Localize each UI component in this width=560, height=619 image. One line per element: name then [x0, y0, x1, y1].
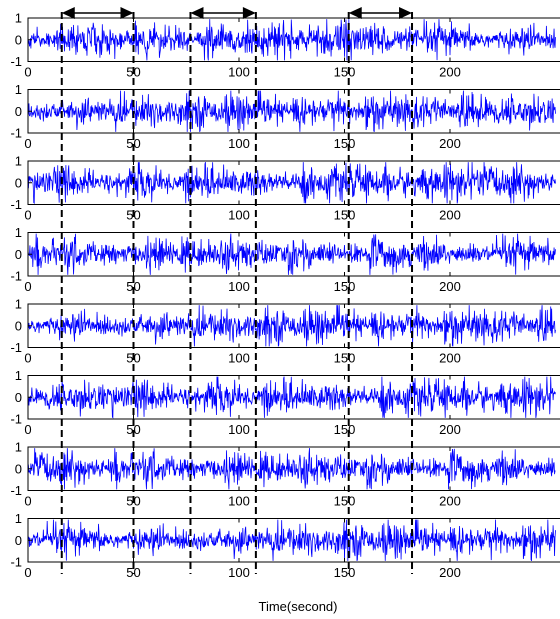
x-tick-label: 0 [24, 422, 31, 437]
y-tick-label: 0 [15, 533, 22, 548]
y-tick-label: -1 [10, 483, 22, 498]
x-tick-label: 50 [126, 422, 140, 437]
y-tick-label: -1 [10, 269, 22, 284]
y-tick-label: 1 [15, 82, 22, 97]
x-tick-label: 150 [334, 565, 356, 580]
x-tick-label: 100 [228, 422, 250, 437]
y-tick-label: 1 [15, 11, 22, 26]
x-tick-label: 100 [228, 351, 250, 366]
y-tick-label: -1 [10, 54, 22, 69]
x-tick-label: 100 [228, 565, 250, 580]
x-tick-label: 100 [228, 65, 250, 80]
y-tick-label: -1 [10, 197, 22, 212]
y-tick-label: 0 [15, 104, 22, 119]
x-tick-label: 0 [24, 494, 31, 509]
x-tick-label: 100 [228, 136, 250, 151]
arrow-head-right [399, 7, 413, 19]
x-tick-label: 0 [24, 565, 31, 580]
signal-line [27, 448, 556, 490]
x-tick-label: 150 [334, 65, 356, 80]
arrow-head-left [190, 7, 204, 19]
x-tick-label: 100 [228, 208, 250, 223]
y-tick-label: 1 [15, 368, 22, 383]
signal-line [27, 161, 556, 205]
x-tick-label: 200 [439, 565, 461, 580]
x-tick-label: 150 [334, 351, 356, 366]
arrow-head-right [120, 7, 134, 19]
y-tick-label: 0 [15, 175, 22, 190]
x-tick-label: 200 [439, 208, 461, 223]
x-tick-label: 200 [439, 422, 461, 437]
signal-line [27, 519, 556, 562]
x-tick-label: 150 [334, 136, 356, 151]
panel-frame [27, 375, 560, 420]
signal-line [27, 90, 556, 133]
y-tick-label: 1 [15, 297, 22, 312]
x-tick-label: 100 [228, 279, 250, 294]
x-tick-label: 200 [439, 494, 461, 509]
y-tick-label: -1 [10, 555, 22, 570]
x-tick-label: 0 [24, 136, 31, 151]
x-tick-label: 0 [24, 65, 31, 80]
interval-arrow [348, 7, 413, 19]
x-tick-label: 0 [24, 279, 31, 294]
x-tick-label: 150 [334, 279, 356, 294]
x-tick-label: 200 [439, 136, 461, 151]
arrow-head-left [348, 7, 362, 19]
y-tick-label: 0 [15, 32, 22, 47]
y-tick-label: 1 [15, 511, 22, 526]
y-tick-label: 1 [15, 225, 22, 240]
y-tick-label: 0 [15, 461, 22, 476]
x-tick-label: 150 [334, 422, 356, 437]
signal-line [27, 376, 556, 419]
signal-line [27, 305, 556, 347]
arrow-head-left [61, 7, 75, 19]
x-tick-label: 50 [126, 565, 140, 580]
y-tick-label: -1 [10, 126, 22, 141]
x-tick-label: 0 [24, 208, 31, 223]
y-tick-label: -1 [10, 340, 22, 355]
interval-arrow [61, 7, 134, 19]
x-tick-label: 50 [126, 279, 140, 294]
y-tick-label: 1 [15, 154, 22, 169]
x-axis-label: Time(second) [259, 599, 338, 614]
x-tick-label: 50 [126, 136, 140, 151]
arrow-head-right [242, 7, 256, 19]
y-tick-label: -1 [10, 412, 22, 427]
x-tick-label: 0 [24, 351, 31, 366]
x-tick-label: 200 [439, 351, 461, 366]
x-tick-label: 100 [228, 494, 250, 509]
overlay-group [60, 7, 414, 574]
y-tick-label: 0 [15, 247, 22, 262]
interval-arrow [190, 7, 256, 19]
y-tick-label: 0 [15, 318, 22, 333]
x-tick-label: 150 [334, 494, 356, 509]
y-tick-label: 0 [15, 390, 22, 405]
x-tick-label: 200 [439, 279, 461, 294]
x-tick-label: 150 [334, 208, 356, 223]
signal-line [27, 233, 556, 275]
x-tick-label: 200 [439, 65, 461, 80]
signal-line [27, 19, 556, 61]
panels-group: -101050100150200-101050100150200-1010501… [10, 11, 560, 580]
y-tick-label: 1 [15, 440, 22, 455]
